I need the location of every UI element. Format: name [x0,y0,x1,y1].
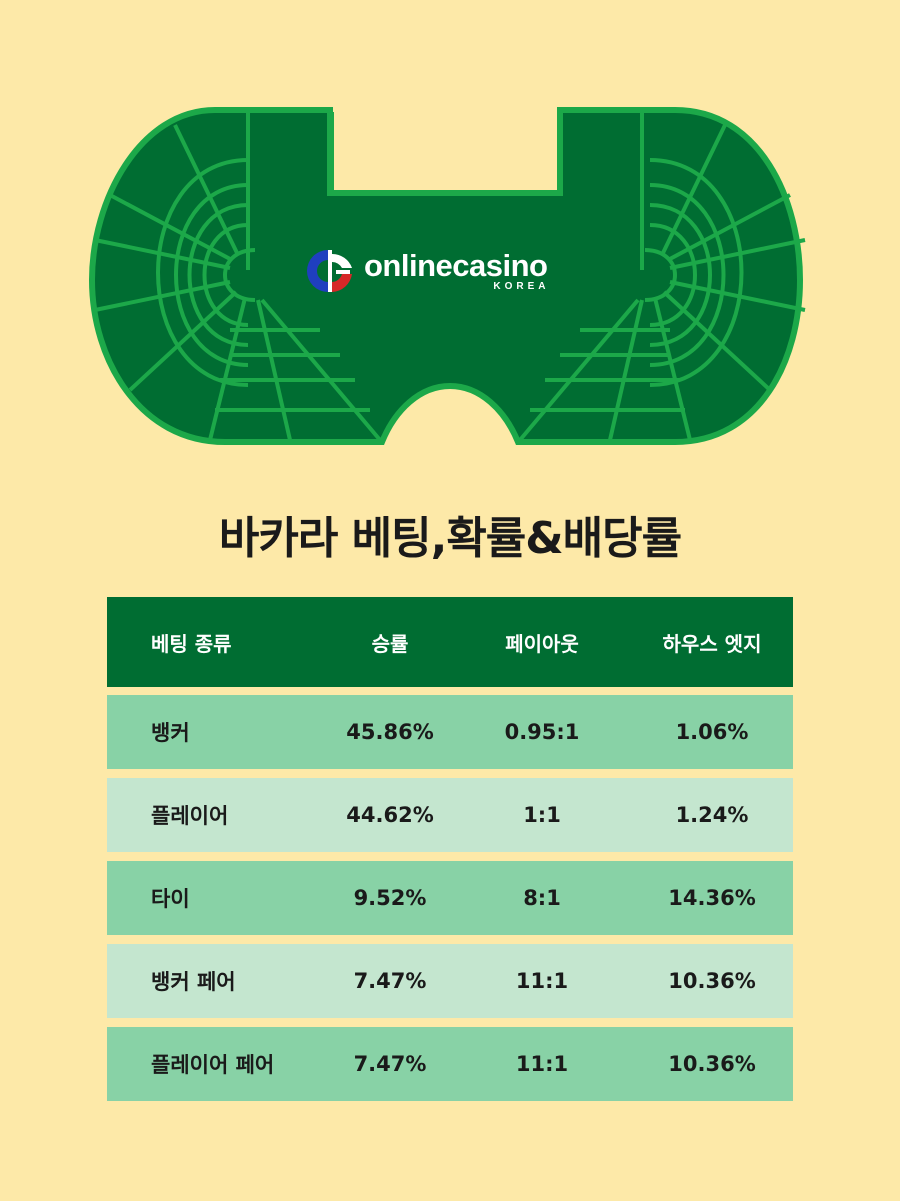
payout-cell: 0.95:1 [504,720,580,744]
table-row: 타이 9.52% 8:1 14.36% [107,861,793,935]
baccarat-table-graphic [88,107,806,445]
bet-type-cell: 플레이어 [151,804,229,828]
payout-cell: 1:1 [523,803,561,827]
odds-table: 베팅 종류 승률 페이아웃 하우스 엣지 뱅커 45.86% 0.95:1 1.… [107,597,793,1110]
win-rate-cell: 44.62% [346,803,434,827]
bet-type-cell: 타이 [151,887,190,911]
logo-subtitle: KOREA [493,281,550,292]
table-row: 플레이어 44.62% 1:1 1.24% [107,778,793,852]
baccarat-table-icon [88,107,806,445]
table-row: 플레이어 페어 7.47% 11:1 10.36% [107,1027,793,1101]
page-title: 바카라 베팅,확률&배당률 [218,513,682,564]
house-edge-cell: 14.36% [668,886,756,910]
table-row: 뱅커 45.86% 0.95:1 1.06% [107,695,793,769]
win-rate-cell: 7.47% [353,1052,427,1076]
bet-type-cell: 플레이어 페어 [151,1053,275,1077]
oc-logo-icon [306,246,360,296]
logo-wordmark: onlinecasino [364,248,548,283]
brand-logo: onlinecasino KOREA [306,246,550,296]
payout-cell: 8:1 [523,886,561,910]
house-edge-cell: 10.36% [668,1052,756,1076]
header-win-rate: 승률 [371,631,409,656]
win-rate-cell: 9.52% [353,886,427,910]
win-rate-cell: 45.86% [346,720,434,744]
bet-type-cell: 뱅커 [151,721,190,745]
win-rate-cell: 7.47% [353,969,427,993]
header-payout: 페이아웃 [505,631,579,656]
house-edge-cell: 1.24% [675,803,749,827]
payout-cell: 11:1 [515,1052,569,1076]
house-edge-cell: 10.36% [668,969,756,993]
bet-type-cell: 뱅커 페어 [151,970,236,994]
payout-cell: 11:1 [515,969,569,993]
table-header: 베팅 종류 승률 페이아웃 하우스 엣지 [107,597,793,687]
house-edge-cell: 1.06% [675,720,749,744]
header-bet-type: 베팅 종류 [151,631,232,656]
header-house-edge: 하우스 엣지 [662,631,762,656]
table-row: 뱅커 페어 7.47% 11:1 10.36% [107,944,793,1018]
table-felt [88,107,804,445]
